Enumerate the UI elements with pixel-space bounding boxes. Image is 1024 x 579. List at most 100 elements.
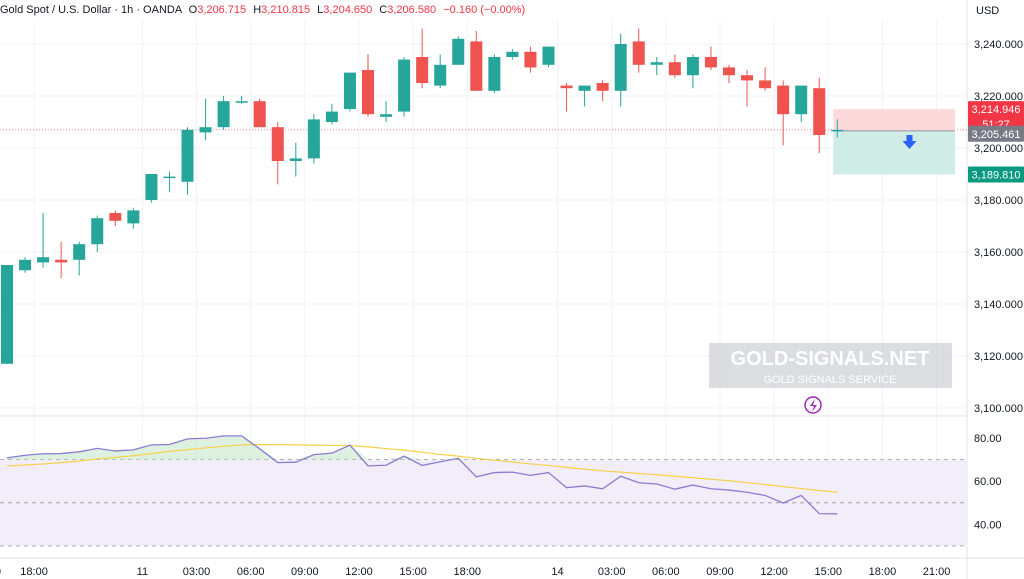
candle-up (380, 114, 393, 117)
candle-up (199, 127, 212, 133)
time-tick-label: 15:00 (815, 566, 843, 578)
symbol-info-bar: Gold Spot / U.S. Dollar · 1h · OANDA O3,… (0, 4, 525, 16)
time-tick-label: 18:00 (454, 566, 482, 578)
watermark-title: GOLD-SIGNALS.NET (731, 348, 930, 370)
candle-up (452, 38, 465, 65)
candle-up (578, 85, 591, 91)
candle-up (325, 111, 338, 122)
time-tick-label: 09:00 (706, 566, 734, 578)
price-tick-label: 3,220.000 (974, 91, 1023, 103)
time-tick-label: 03:00 (598, 566, 626, 578)
candle-down (723, 67, 735, 76)
chart-overlays: GOLD-SIGNALS.NET GOLD SIGNALS SERVICE (709, 135, 952, 414)
time-axis[interactable]: 0 18:00 11 03:00 06:00 09:00 12:00 15:00 18:00 14… (0, 566, 950, 578)
price-tick-label: 3,100.000 (974, 403, 1023, 415)
candle-up (145, 174, 158, 200)
candle-down (813, 88, 826, 135)
high-label: H (253, 4, 262, 16)
stop-loss-zone (833, 109, 955, 131)
trade-position-tool[interactable] (833, 109, 955, 175)
candle-down (416, 57, 429, 83)
lightning-icon (810, 399, 817, 412)
event-marker-icon (804, 396, 822, 414)
close-label: C (379, 4, 388, 16)
time-tick-label: 14 (551, 566, 563, 578)
time-tick-label: 06:00 (652, 566, 680, 578)
candle-down (777, 85, 790, 115)
price-tick-label: 3,120.000 (974, 351, 1023, 363)
close-value: 3,206.580 (387, 4, 437, 16)
candle-down (632, 41, 645, 65)
candle-down (704, 57, 717, 68)
candle-down (271, 127, 284, 161)
candle-down (596, 83, 609, 91)
time-tick-label: 15:00 (399, 566, 427, 578)
candle-up (343, 72, 356, 109)
time-tick-label: 06:00 (237, 566, 265, 578)
price-tick-label: 3,240.000 (974, 39, 1023, 51)
open-value: 3,206.715 (197, 4, 247, 16)
candle-up (506, 51, 519, 57)
price-label-text: 3,189.810 (972, 169, 1021, 181)
candle-up (1, 265, 13, 364)
price-label-text: 3,214.946 (972, 104, 1021, 116)
candle-up (650, 62, 663, 65)
price-label-text: 3,205.461 (972, 129, 1021, 141)
candle-up (542, 46, 555, 65)
price-tick-label: 3,200.000 (974, 143, 1023, 155)
take-profit-zone (833, 130, 955, 175)
price-label-badge (968, 101, 1024, 118)
symbol-title[interactable]: Gold Spot / U.S. Dollar · 1h · OANDA (0, 4, 182, 16)
candle-up (91, 218, 104, 245)
rsi-tick-label: 80.00 (974, 433, 1002, 445)
candle-up (307, 119, 320, 159)
low-value: 3,204.650 (323, 4, 373, 16)
low-label: L (317, 4, 324, 16)
time-tick-label: 03:00 (183, 566, 211, 578)
sell-arrow-icon (902, 135, 917, 149)
candle-down (524, 51, 537, 68)
candle-up (795, 85, 808, 115)
candle-up (163, 176, 176, 179)
candle-up (127, 210, 140, 224)
time-tick-label: 18:00 (869, 566, 897, 578)
candle-down (253, 101, 266, 128)
high-value: 3,210.815 (261, 4, 311, 16)
price-tick-label: 3,140.000 (974, 299, 1023, 311)
candle-down (741, 75, 754, 81)
watermark-box (709, 343, 952, 388)
price-tick-label: 3,180.000 (974, 195, 1023, 207)
candle-down (759, 80, 772, 89)
price-axis[interactable]: 3,240.000 3,220.000 3,200.000 3,180.000 3,16… (968, 5, 1024, 531)
rsi-moving-average-line (6, 443, 838, 493)
time-tick-label: 11 (137, 566, 148, 578)
price-label-badge (968, 125, 1024, 142)
time-tick-label: 12:00 (345, 566, 373, 578)
currency-label: USD (976, 5, 999, 17)
candle-up (398, 59, 411, 112)
candle-down (668, 62, 681, 76)
rsi-overbought-fill (7, 435, 838, 460)
rsi-tick-label: 60.00 (974, 476, 1002, 488)
candle-down (470, 41, 483, 91)
watermark-subtitle: GOLD SIGNALS SERVICE (763, 374, 896, 386)
candle-up (434, 64, 447, 86)
candle-up (19, 259, 32, 271)
candle-up (73, 244, 86, 260)
candle-up (289, 158, 302, 161)
change-value: −0.160 (−0.00%) (443, 4, 526, 16)
time-tick-label: 18:00 (20, 566, 48, 578)
candlestick-series (1, 28, 844, 364)
open-label: O (188, 4, 198, 16)
candle-up (217, 101, 230, 128)
candle-up (614, 44, 627, 91)
candle-down (362, 70, 374, 115)
candle-down (55, 259, 68, 263)
time-tick-label: 12:00 (760, 566, 788, 578)
time-tick-label: 09:00 (291, 566, 319, 578)
candle-down (560, 85, 573, 89)
time-tick-label: 0 (0, 566, 1, 578)
candle-up (37, 257, 50, 263)
candle-up (686, 57, 699, 76)
